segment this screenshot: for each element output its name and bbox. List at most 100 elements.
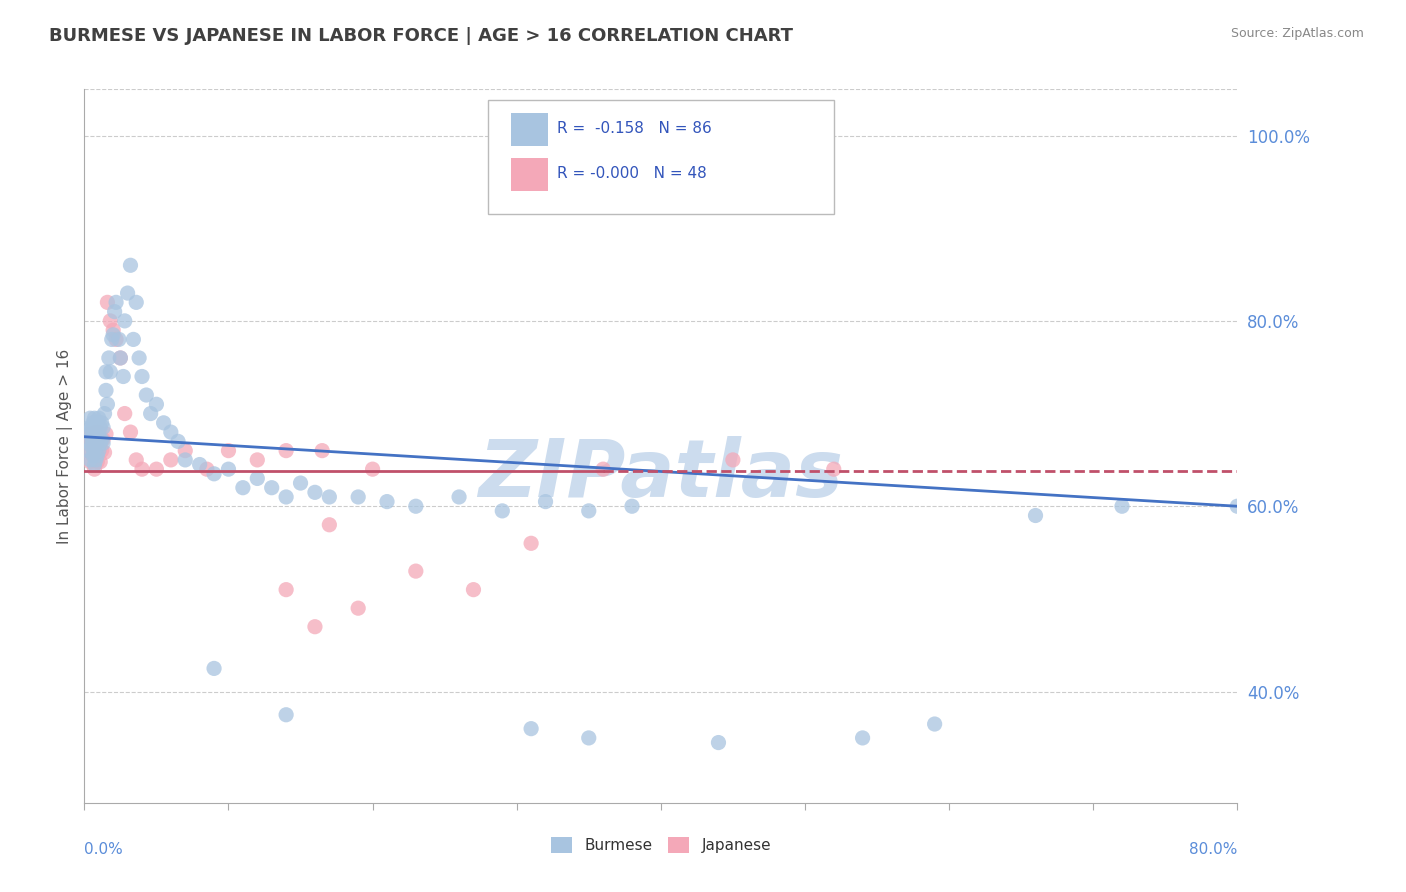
Point [76,434,98,449]
Point [534,494,557,508]
Point [89,455,111,469]
Point [90,443,112,458]
Point [90,433,112,447]
FancyBboxPatch shape [510,112,548,145]
Point [87,430,110,444]
Point [361,462,384,476]
Point [83,436,105,450]
Point [82,416,104,430]
Point [76,443,98,458]
Point [304,620,326,634]
Point [578,731,600,745]
Point [84,417,107,432]
Point [246,453,269,467]
Point [98,314,121,328]
Point [188,458,211,472]
Point [84,425,107,439]
Text: ZIPatlas: ZIPatlas [478,435,844,514]
Point [202,467,225,481]
Point [174,443,197,458]
Point [120,258,142,272]
Point [108,333,131,347]
Point [135,388,157,402]
Point [80,420,103,434]
Point [167,434,190,449]
Point [79,453,101,467]
Point [84,445,107,459]
Point [449,490,471,504]
Point [91,436,114,450]
Point [87,425,110,439]
Point [100,333,122,347]
Point [218,462,240,476]
Point [105,333,128,347]
Point [276,490,298,504]
Point [87,443,110,458]
Point [520,722,543,736]
Point [405,564,427,578]
Point [86,433,108,447]
Point [83,458,105,472]
Point [318,490,340,504]
Text: 0.0%: 0.0% [84,842,124,857]
Point [125,453,148,467]
Point [578,504,600,518]
FancyBboxPatch shape [488,100,834,214]
Point [491,504,513,518]
Text: Source: ZipAtlas.com: Source: ZipAtlas.com [1230,27,1364,40]
Point [145,462,167,476]
Point [110,351,132,365]
Point [82,448,104,462]
Point [1025,508,1047,523]
Point [84,436,107,450]
Point [83,462,105,476]
Point [103,323,124,337]
Point [87,443,110,458]
Point [290,476,312,491]
Point [131,369,153,384]
Point [80,439,103,453]
Point [91,433,114,447]
Text: R = -0.000   N = 48: R = -0.000 N = 48 [557,166,707,181]
Point [89,420,111,434]
Point [89,436,111,450]
Text: BURMESE VS JAPANESE IN LABOR FORCE | AGE > 16 CORRELATION CHART: BURMESE VS JAPANESE IN LABOR FORCE | AGE… [49,27,793,45]
Point [86,448,108,462]
Point [128,351,150,365]
Point [311,443,333,458]
Point [823,462,845,476]
Point [195,462,218,476]
Point [91,420,114,434]
Point [276,707,298,722]
Point [120,425,142,439]
Point [98,365,121,379]
Point [1111,500,1133,514]
Point [96,295,118,310]
Point [260,481,283,495]
Point [77,425,100,439]
Point [86,455,108,469]
FancyBboxPatch shape [510,158,548,191]
Point [375,494,398,508]
Point [86,434,108,449]
Point [94,426,117,441]
Point [105,295,128,310]
Point [80,430,103,444]
Text: R =  -0.158   N = 86: R = -0.158 N = 86 [557,121,711,136]
Point [202,661,225,675]
Point [592,462,614,476]
Point [276,443,298,458]
Point [318,517,340,532]
Point [83,430,105,444]
Point [83,411,105,425]
Point [112,369,135,384]
Text: 80.0%: 80.0% [1189,842,1237,857]
Point [77,443,100,458]
Point [82,434,104,449]
Point [114,314,136,328]
Legend: Burmese, Japanese: Burmese, Japanese [544,831,778,859]
Point [246,471,269,485]
Point [94,384,117,398]
Point [347,490,370,504]
Point [160,425,183,439]
